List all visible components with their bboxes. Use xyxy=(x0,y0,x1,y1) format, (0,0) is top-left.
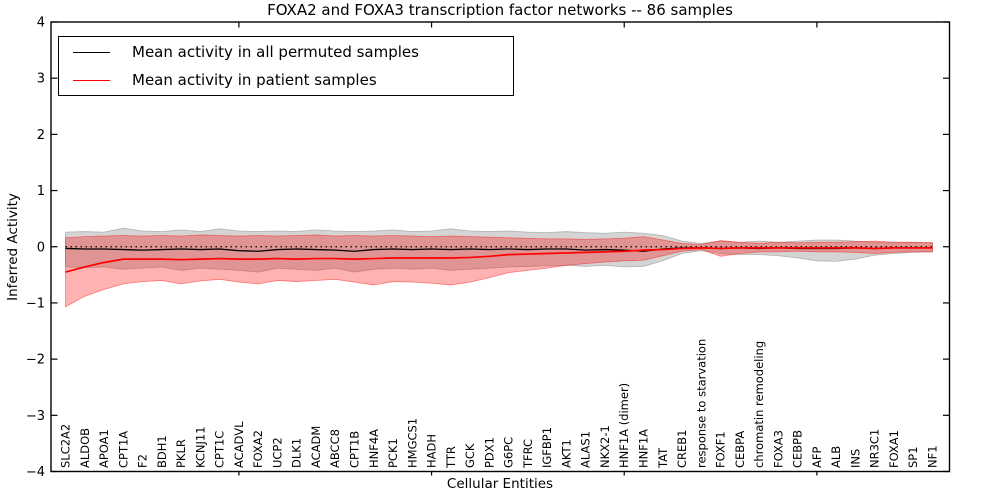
permuted-line-swatch xyxy=(73,51,110,53)
x-tick-label: FOXA1 xyxy=(887,430,901,468)
x-tick-label: CPT1C xyxy=(213,431,227,468)
y-tick-label: 4 xyxy=(37,16,45,31)
x-tick-label: NR3C1 xyxy=(868,429,882,468)
x-axis-title: Cellular Entities xyxy=(446,476,554,492)
legend-item-patient: Mean activity in patient samples xyxy=(59,67,513,93)
x-tick-label: UCP2 xyxy=(270,437,284,468)
x-tick-label: SLC2A2 xyxy=(59,424,73,468)
chart-title: FOXA2 and FOXA3 transcription factor net… xyxy=(267,1,733,19)
x-tick-label: HNF1A (dimer) xyxy=(617,383,631,468)
legend-label-permuted: Mean activity in all permuted samples xyxy=(132,43,419,61)
x-tick-label: HMGCS1 xyxy=(405,418,419,468)
y-tick-label: −1 xyxy=(26,296,45,311)
x-tick-label: ALB xyxy=(829,446,843,468)
x-tick-label: CPT1A xyxy=(116,431,130,468)
x-tick-label: DLK1 xyxy=(290,438,304,468)
x-tick-label: PDX1 xyxy=(482,437,496,468)
x-tick-label: FOXF1 xyxy=(714,431,728,468)
x-tick-label: NF1 xyxy=(926,445,940,468)
x-tick-label: AKT1 xyxy=(559,439,573,468)
x-tick-label: AFP xyxy=(810,447,824,468)
y-tick-label: −2 xyxy=(26,353,45,368)
y-tick-label: −4 xyxy=(26,465,45,480)
x-tick-label: CEBPB xyxy=(791,430,805,468)
x-tick-label: response to starvation xyxy=(694,339,708,468)
x-tick-label: chromatin remodeling xyxy=(752,341,766,468)
x-tick-label: ACADVL xyxy=(232,421,246,468)
x-tick-label: NKX2-1 xyxy=(598,425,612,468)
x-tick-label: G6PC xyxy=(502,437,516,468)
x-tick-label: HNF1A xyxy=(637,429,651,468)
x-tick-label: PKLR xyxy=(174,439,188,468)
x-tick-label: ABCC8 xyxy=(328,429,342,468)
x-tick-label: TFRC xyxy=(521,439,535,469)
x-tick-label: KCNJ11 xyxy=(193,426,207,468)
y-tick-label: 2 xyxy=(37,128,45,143)
x-tick-label: GCK xyxy=(463,443,477,468)
x-tick-label: FOXA3 xyxy=(771,430,785,468)
x-tick-label: BDH1 xyxy=(155,435,169,468)
y-tick-label: −3 xyxy=(26,409,45,424)
legend-label-patient: Mean activity in patient samples xyxy=(132,71,377,89)
x-tick-label: F2 xyxy=(136,454,150,468)
permuted-range-band xyxy=(65,227,933,273)
series-line-1 xyxy=(65,247,933,273)
x-tick-label: CPT1B xyxy=(348,431,362,468)
x-tick-label: SP1 xyxy=(906,446,920,468)
x-tick-label: HNF4A xyxy=(367,429,381,468)
x-tick-label: ACADM xyxy=(309,426,323,468)
x-tick-label: IGFBP1 xyxy=(540,427,554,468)
x-tick-label: TTR xyxy=(444,446,458,469)
x-tick-label: INS xyxy=(848,449,862,468)
x-tick-label: APOA1 xyxy=(97,429,111,468)
patient-line-swatch xyxy=(73,79,110,81)
y-tick-label: 1 xyxy=(37,184,45,199)
x-tick-label: TAT xyxy=(656,447,670,469)
x-tick-label: ALDOB xyxy=(78,428,92,468)
y-tick-label: 0 xyxy=(37,240,45,255)
x-tick-label: FOXA2 xyxy=(251,430,265,468)
y-axis-title: Inferred Activity xyxy=(5,193,21,301)
legend-item-permuted: Mean activity in all permuted samples xyxy=(59,39,513,65)
x-tick-label: CEBPA xyxy=(733,431,747,468)
x-tick-label: CREB1 xyxy=(675,430,689,469)
y-tick-label: 3 xyxy=(37,72,45,87)
x-tick-label: ALAS1 xyxy=(579,431,593,468)
x-tick-label: PCK1 xyxy=(386,438,400,468)
legend-box: Mean activity in all permuted samples Me… xyxy=(58,36,514,96)
x-tick-label: HADH xyxy=(425,434,439,468)
patient-range-band xyxy=(65,234,933,308)
